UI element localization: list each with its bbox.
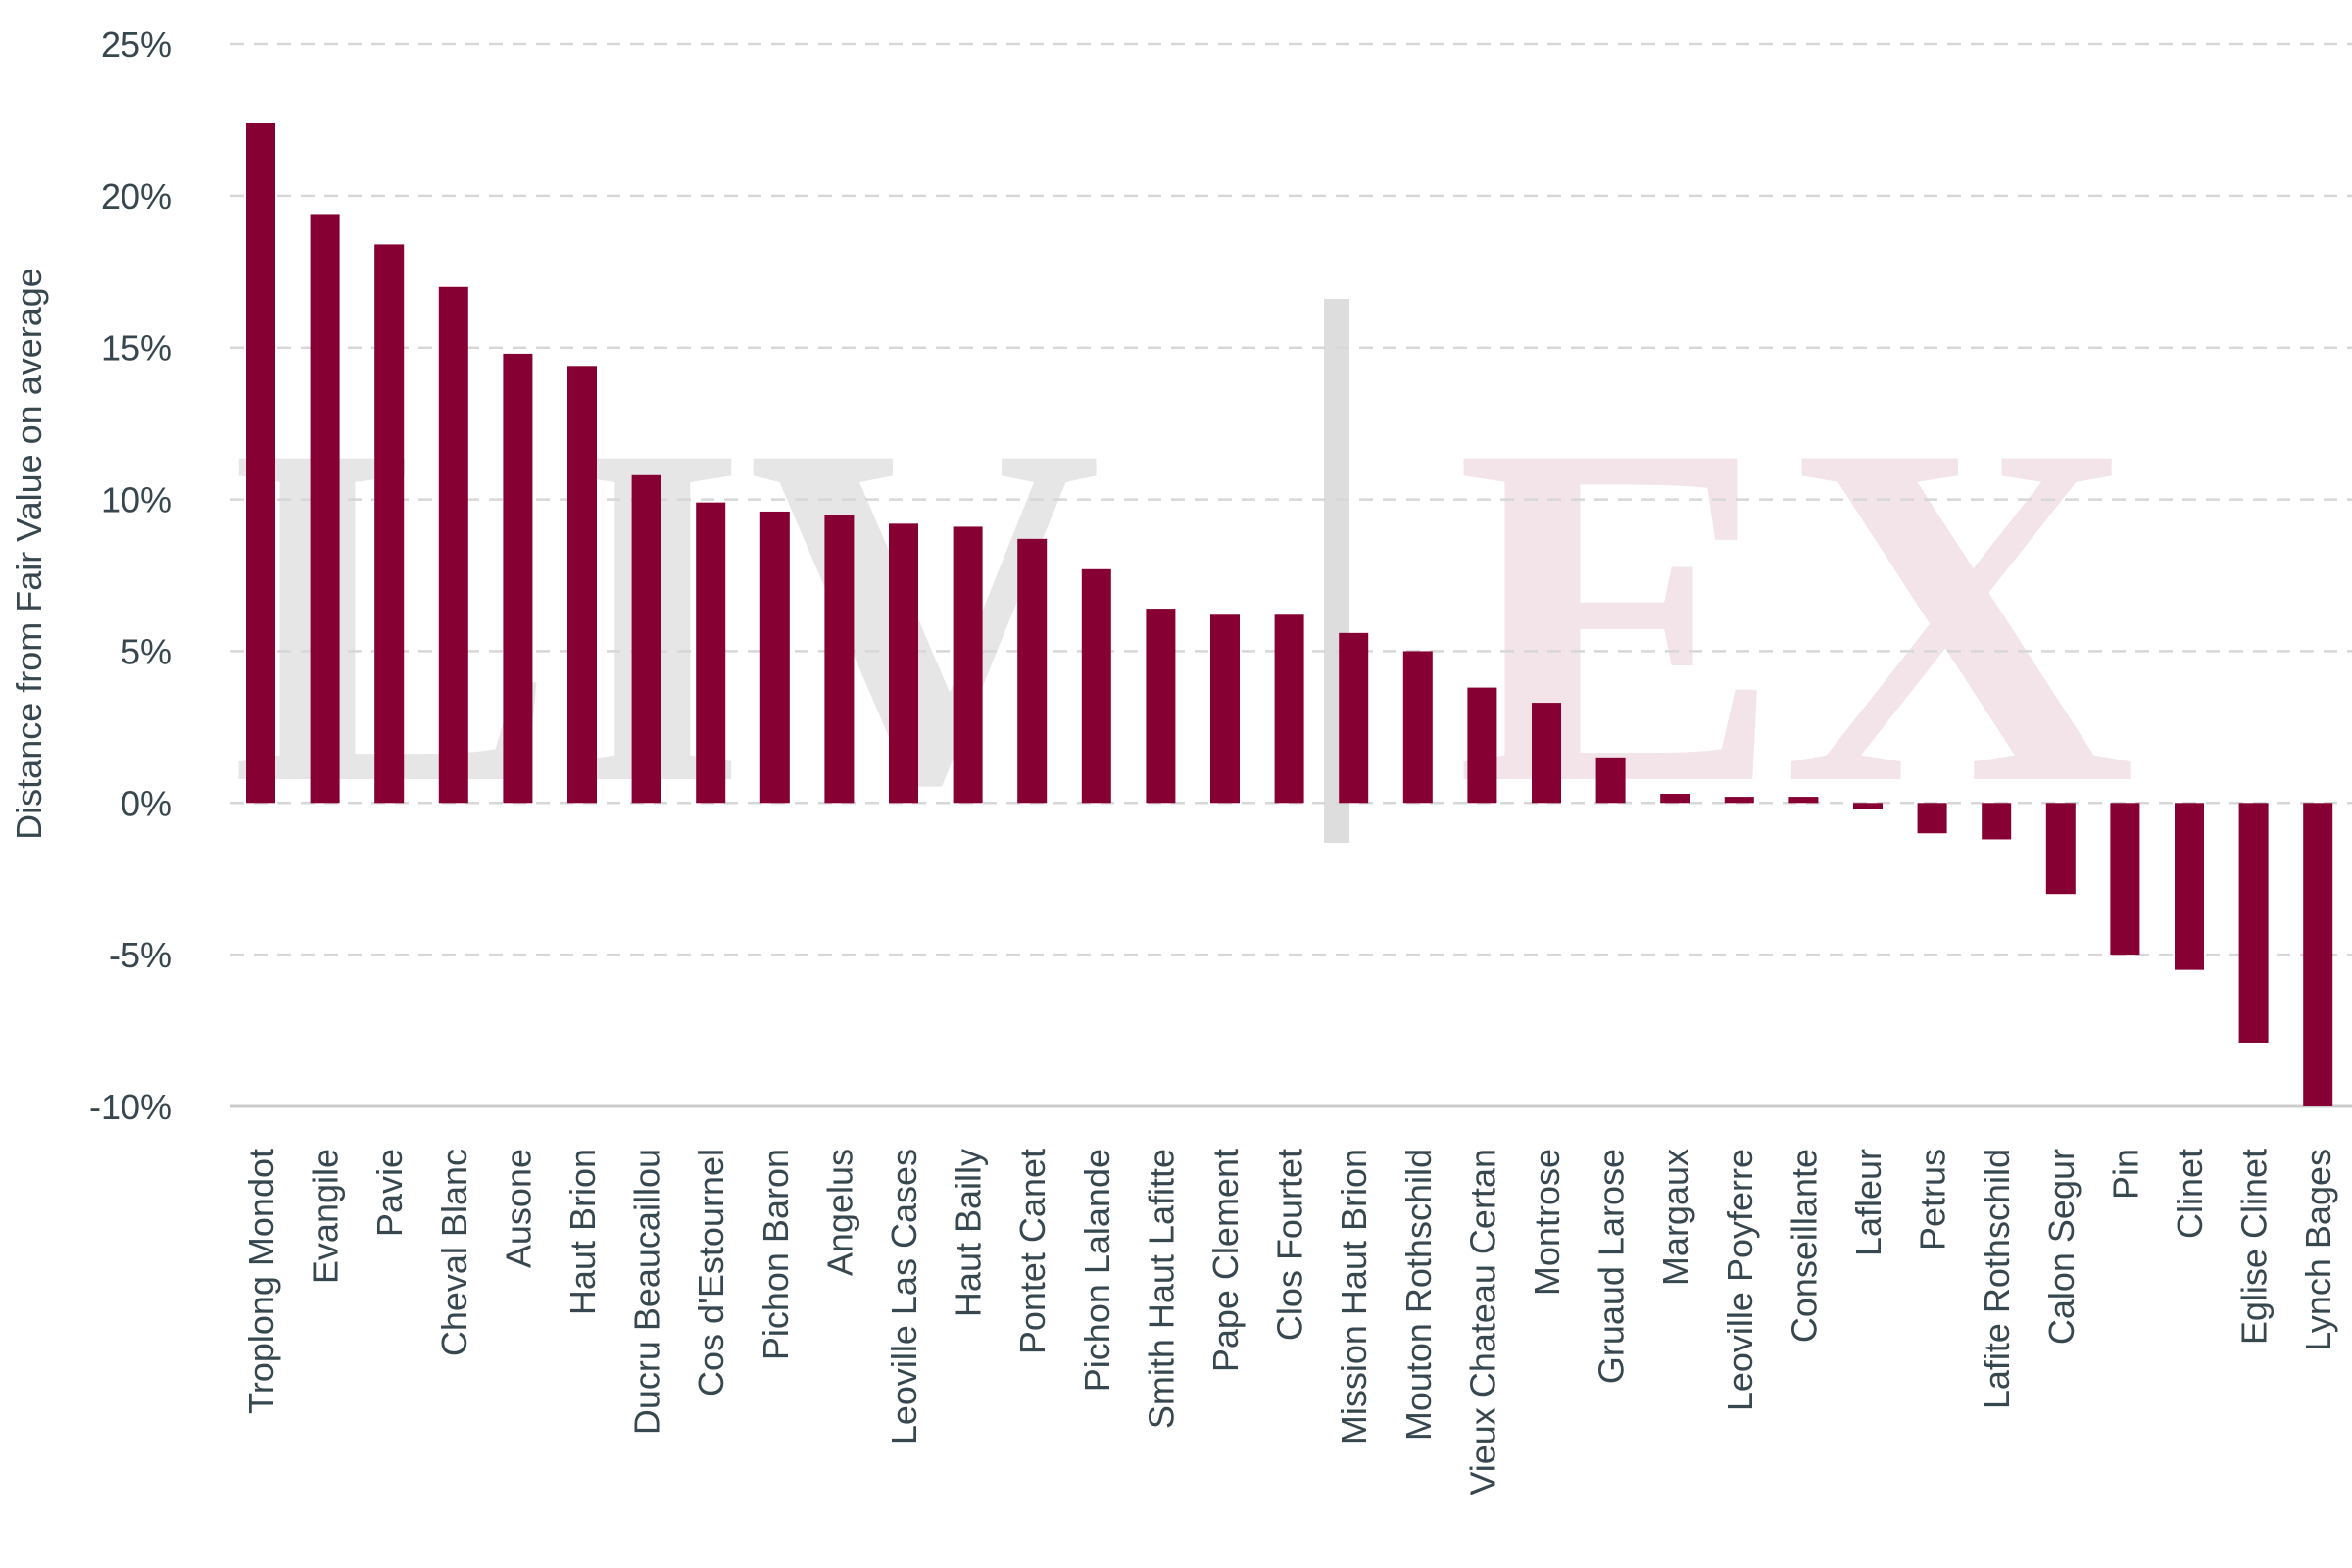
x-tick-label: Pape Clement [1205, 1149, 1246, 1372]
bar [760, 511, 790, 804]
x-tick-label: Mouton Rothschild [1398, 1149, 1439, 1441]
y-tick-label: 25% [101, 24, 172, 65]
bar [1595, 757, 1626, 804]
bar [824, 514, 855, 804]
bar [1146, 609, 1176, 804]
bar [889, 523, 918, 804]
bar [374, 244, 405, 804]
bar [1339, 632, 1369, 804]
x-tick-label: Pichon Baron [756, 1149, 796, 1360]
bar [1274, 614, 1304, 804]
x-tick-label: Cheval Blanc [434, 1149, 474, 1356]
x-tick-label: Calon Segur [2041, 1149, 2082, 1345]
x-tick-label: Cos d'Estournel [691, 1149, 731, 1396]
x-tick-label: Ausone [498, 1149, 538, 1268]
x-tick-label: Angelus [819, 1149, 859, 1276]
bar [246, 122, 275, 804]
x-tick-label: Haut Bailly [949, 1149, 989, 1317]
y-tick-label: -10% [89, 1087, 172, 1127]
bar [1788, 797, 1819, 804]
bar [1724, 797, 1754, 804]
bar [696, 502, 726, 804]
x-tick-label: Conseillante [1784, 1149, 1824, 1343]
y-tick-label: 15% [101, 328, 172, 368]
x-tick-label: Evangile [306, 1149, 346, 1284]
bar [2175, 803, 2204, 970]
y-tick-label: 0% [121, 783, 172, 823]
bar [1081, 568, 1111, 804]
y-tick-label: 10% [101, 480, 172, 520]
watermark-right-text: EX [1455, 343, 2136, 886]
bars [246, 122, 2333, 1106]
x-tick-label: Pin [2105, 1149, 2145, 1200]
bar [953, 526, 983, 804]
bar [2110, 803, 2140, 956]
bar [1660, 793, 1690, 804]
x-tick-label: Vieux Chateau Certan [1462, 1149, 1502, 1495]
bar [1017, 538, 1048, 804]
x-tick-label: Pontet Canet [1012, 1149, 1053, 1354]
x-tick-label: Pavie [369, 1149, 410, 1237]
bar [2045, 803, 2076, 895]
y-tick-label: 20% [101, 176, 172, 217]
bar [1982, 803, 2012, 840]
x-tick-label: Troplong Mondot [241, 1149, 281, 1414]
x-tick-label: Eglise Clinet [2234, 1149, 2275, 1345]
x-tick-label: Leoville Las Cases [884, 1149, 924, 1445]
x-tick-label: Margaux [1655, 1149, 1695, 1286]
x-tick-label: Gruaud Larose [1592, 1149, 1632, 1384]
y-tick-label: 5% [121, 631, 172, 671]
x-tick-label: Ducru Beaucaillou [627, 1149, 667, 1435]
x-tick-label: Smith Haut Lafitte [1141, 1149, 1181, 1429]
y-axis-title: Distance from Fair Value on average [9, 268, 49, 840]
bar [1467, 687, 1497, 804]
bar [567, 366, 597, 804]
bar [1917, 803, 1947, 834]
x-tick-label: Lafite Rothschild [1977, 1149, 2017, 1409]
bar [438, 286, 468, 804]
bar [1853, 803, 1883, 809]
x-tick-label: Petrus [1913, 1149, 1953, 1250]
bar [1210, 614, 1240, 804]
x-tick-label: Lafleur [1848, 1149, 1888, 1256]
x-tick-label: Clinet [2170, 1149, 2210, 1239]
bar [1402, 651, 1433, 804]
x-tick-label: Pichon Lalande [1077, 1149, 1117, 1392]
bar [310, 214, 340, 804]
x-tick-label: Haut Brion [563, 1149, 603, 1315]
bar [2238, 803, 2269, 1043]
x-tick-label: Clos Fourtet [1270, 1149, 1310, 1341]
x-tick-label: Leoville Poyferre [1720, 1149, 1760, 1411]
x-tick-label: Montrose [1527, 1149, 1567, 1296]
bar [631, 474, 662, 804]
bar [1532, 703, 1561, 804]
bar [503, 353, 533, 804]
x-tick-label: Mission Haut Brion [1334, 1149, 1374, 1445]
bar [2303, 803, 2333, 1106]
y-tick-label: -5% [109, 935, 172, 975]
x-axis-ticks: Troplong Mondot Evangile Pavie Cheval Blanc… [241, 1149, 2338, 1495]
x-tick-label: Lynch Bages [2298, 1149, 2338, 1351]
y-axis-ticks: 25% 20% 15% 10% 5% 0% -5% -10% [89, 24, 172, 1127]
